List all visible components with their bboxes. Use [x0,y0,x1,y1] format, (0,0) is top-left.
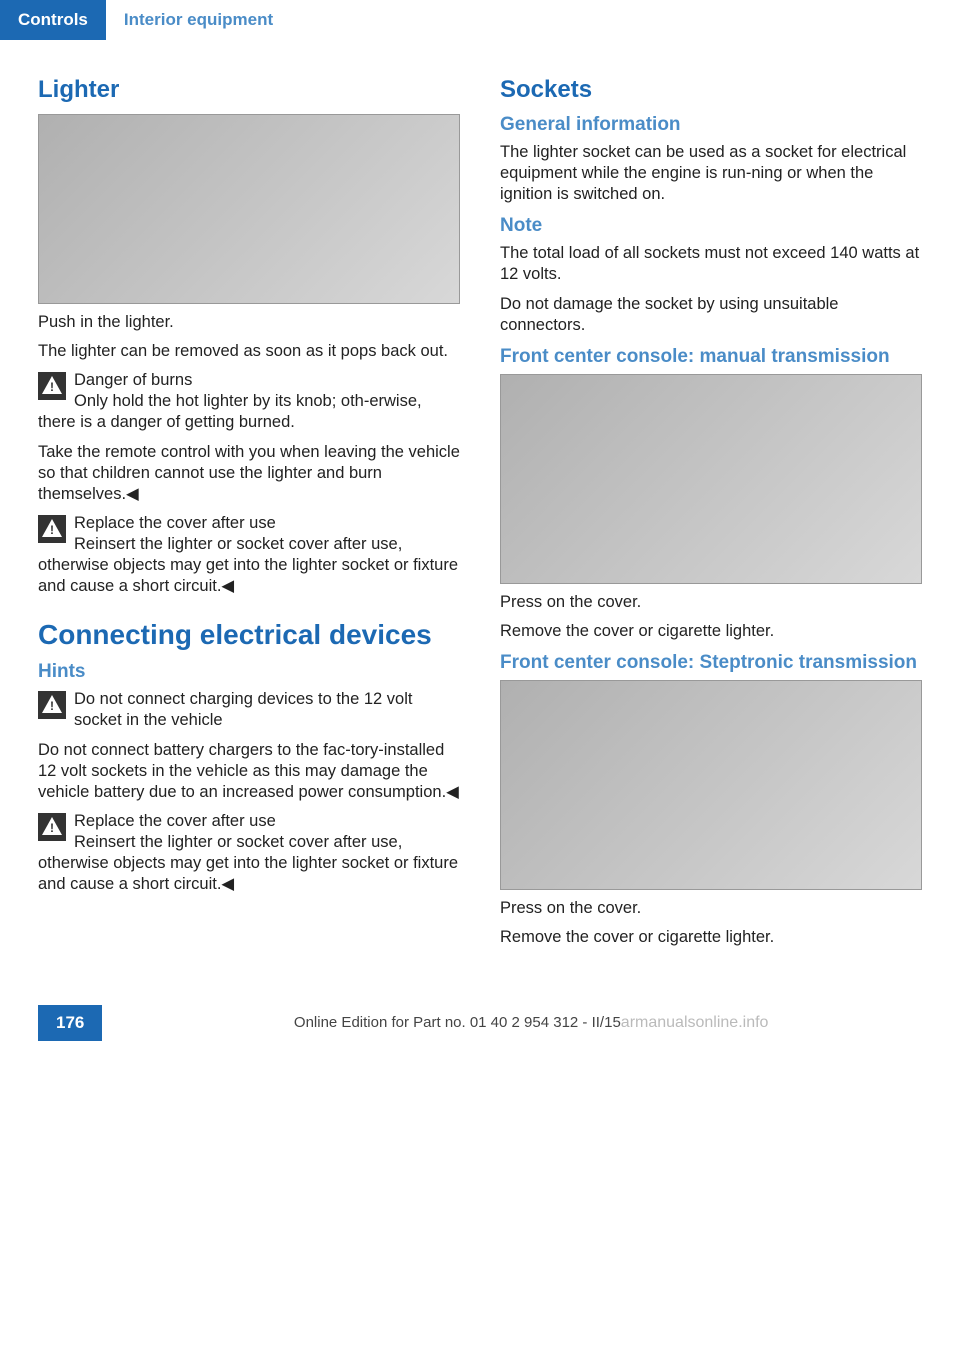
warning-charging-title: Do not connect charging devices to the 1… [74,690,412,729]
heading-sockets: Sockets [500,76,922,104]
warning-burns: ! Danger of burns Only hold the hot ligh… [38,370,460,433]
warning-charging: ! Do not connect charging devices to the… [38,689,460,731]
image-manual-transmission [500,374,922,584]
warning-charging-body: Do not connect battery chargers to the f… [38,740,460,803]
edition-text: Online Edition for Part no. 01 40 2 954 … [294,1014,621,1031]
warning-burns-title: Danger of burns [74,371,192,389]
heading-manual-transmission: Front center console: manual transmissio… [500,346,922,368]
heading-note: Note [500,215,922,237]
heading-steptronic-transmission: Front center console: Steptronic transmi… [500,652,922,674]
svg-text:!: ! [50,699,54,713]
text-steptronic-remove: Remove the cover or cigarette lighter. [500,927,922,948]
text-general-info: The lighter socket can be used as a sock… [500,142,922,205]
warning-icon: ! [38,813,66,841]
footer: 176 Online Edition for Part no. 01 40 2 … [0,996,960,1050]
text-steptronic-press: Press on the cover. [500,898,922,919]
warning-cover-1-body: Reinsert the lighter or socket cover aft… [38,535,458,595]
text-note-load: The total load of all sockets must not e… [500,243,922,285]
content-columns: Lighter Push in the lighter. The lighter… [0,40,960,996]
warning-cover-1: ! Replace the cover after use Reinsert t… [38,513,460,597]
header-tabs: Controls Interior equipment [0,0,960,40]
page-container: Controls Interior equipment Lighter Push… [0,0,960,1050]
warning-icon: ! [38,372,66,400]
footer-text: Online Edition for Part no. 01 40 2 954 … [102,1014,960,1032]
warning-cover-2-body: Reinsert the lighter or socket cover aft… [38,833,458,893]
warning-cover-1-title: Replace the cover after use [74,514,276,532]
heading-general-info: General information [500,114,922,136]
text-note-damage: Do not damage the socket by using unsuit… [500,294,922,336]
warning-cover-2-title: Replace the cover after use [74,812,276,830]
heading-connecting: Connecting electrical devices [38,619,460,651]
text-lighter-push: Push in the lighter. [38,312,460,333]
column-right: Sockets General information The lighter … [500,70,922,956]
warning-icon: ! [38,691,66,719]
warning-icon: ! [38,515,66,543]
watermark: armanualsonline.info [621,1014,769,1031]
column-left: Lighter Push in the lighter. The lighter… [38,70,460,956]
svg-text:!: ! [50,821,54,835]
text-lighter-remove: The lighter can be removed as soon as it… [38,341,460,362]
warning-burns-p2: Take the remote control with you when le… [38,442,460,505]
image-lighter [38,114,460,304]
svg-text:!: ! [50,523,54,537]
text-manual-press: Press on the cover. [500,592,922,613]
image-steptronic-transmission [500,680,922,890]
tab-controls: Controls [0,0,106,40]
text-manual-remove: Remove the cover or cigarette lighter. [500,621,922,642]
page-number: 176 [38,1005,102,1041]
heading-hints: Hints [38,661,460,683]
tab-interior-equipment: Interior equipment [106,0,291,40]
heading-lighter: Lighter [38,76,460,104]
svg-text:!: ! [50,380,54,394]
warning-cover-2: ! Replace the cover after use Reinsert t… [38,811,460,895]
warning-burns-body: Only hold the hot lighter by its knob; o… [38,392,422,431]
